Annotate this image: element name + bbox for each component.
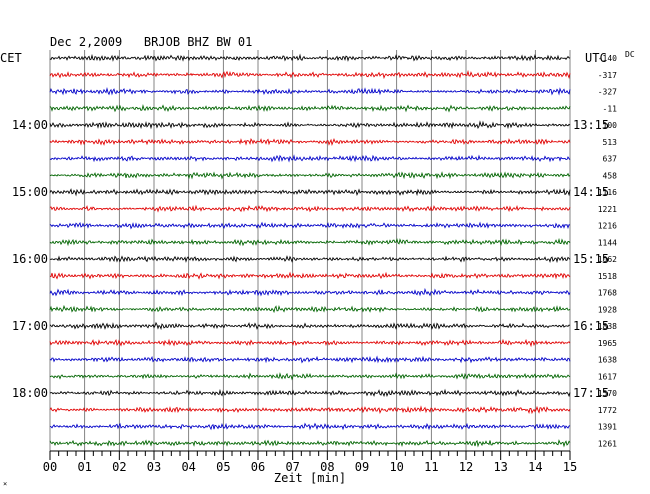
x-tick-label: 08	[320, 460, 334, 474]
trace-line	[49, 103, 571, 113]
dc-offset-label: 1518	[598, 272, 617, 281]
dc-offset-label: 1116	[598, 188, 617, 197]
time-labels: 14:00 15:00 16:00 17:00 18:00 13:15 14:15 15:15…	[12, 118, 609, 400]
dc-offset-label: 1144	[598, 238, 617, 247]
right-axis-label: UTC	[585, 51, 607, 65]
x-tick-label: 10	[389, 460, 403, 474]
dc-offset-label: 100	[603, 121, 618, 130]
dc-offset-label: -11	[603, 104, 618, 113]
dc-offset-label: 1838	[598, 322, 617, 331]
trace-line	[49, 171, 571, 180]
trace-line	[49, 271, 571, 280]
x-tick-label: 09	[355, 460, 369, 474]
trace-line	[49, 255, 571, 264]
x-tick-label: 07	[285, 460, 299, 474]
x-tick-label: 00	[43, 460, 57, 474]
trace-line	[49, 69, 571, 80]
trace-line	[49, 204, 571, 213]
dc-offset-label: 637	[603, 155, 618, 164]
plot-grid	[49, 50, 571, 451]
dc-offset-label: 1570	[598, 389, 617, 398]
dc-label: DC	[625, 50, 635, 59]
x-tick-label: 06	[251, 460, 265, 474]
x-tick-label: 15	[563, 460, 577, 474]
corner-mark: ×	[3, 480, 7, 488]
x-tick-label: 03	[147, 460, 161, 474]
dc-offset-label: 1062	[598, 255, 617, 264]
dc-offset-label: 1391	[598, 423, 617, 432]
x-tick-label: 11	[424, 460, 438, 474]
dc-offset-label: 1617	[598, 372, 617, 381]
trace-line	[49, 87, 571, 96]
dc-offset-label: 1216	[598, 222, 617, 231]
utc-time-label: 15:15	[573, 252, 609, 266]
chart-title: Dec 2,2009 BRJOB BHZ BW 01	[50, 35, 252, 49]
dc-offset-label: 1221	[598, 205, 617, 214]
trace-group	[49, 53, 571, 448]
dc-labels: -140 -317 -327 -11 100 513 637 458 1116 1221 1216 1…	[598, 54, 617, 448]
trace-line	[49, 187, 571, 197]
dc-offset-label: 1768	[598, 289, 617, 298]
cet-time-label: 15:00	[12, 185, 48, 199]
dc-offset-label: -317	[598, 71, 617, 80]
trace-line	[49, 422, 571, 431]
utc-time-label: 14:15	[573, 185, 609, 199]
trace-line	[49, 137, 571, 146]
trace-line	[49, 53, 571, 62]
trace-line	[49, 321, 571, 331]
dc-offset-label: 1638	[598, 356, 617, 365]
utc-time-label: 16:15	[573, 319, 609, 333]
x-tick-label: 12	[459, 460, 473, 474]
dc-offset-label: -140	[598, 54, 617, 63]
utc-time-label: 13:15	[573, 118, 609, 132]
trace-line	[49, 439, 571, 448]
trace-line	[49, 372, 571, 381]
dc-offset-label: 513	[603, 138, 618, 147]
dc-offset-label: 1261	[598, 439, 617, 448]
x-tick-label: 14	[528, 460, 542, 474]
x-tick-label: 05	[216, 460, 230, 474]
x-tick-label: 02	[112, 460, 126, 474]
dc-offset-label: 1772	[598, 406, 617, 415]
x-axis-label: Zeit [min]	[274, 471, 346, 485]
trace-line	[49, 388, 571, 398]
dc-offset-label: -327	[598, 88, 617, 97]
trace-line	[49, 338, 571, 348]
dc-offset-label: 1965	[598, 339, 617, 348]
trace-line	[49, 405, 571, 415]
x-tick-label: 13	[493, 460, 507, 474]
trace-line	[49, 287, 571, 297]
trace-line	[49, 355, 571, 364]
cet-time-label: 18:00	[12, 386, 48, 400]
left-axis-label: CET	[0, 51, 22, 65]
x-axis: 00 01 02 03 04 05 06 07 08 09 10 11 12 13 14 15	[43, 450, 577, 474]
cet-time-label: 16:00	[12, 252, 48, 266]
trace-line	[49, 221, 571, 230]
trace-line	[49, 154, 571, 163]
x-tick-label: 01	[77, 460, 91, 474]
trace-line	[49, 237, 571, 247]
x-tick-label: 04	[181, 460, 195, 474]
dc-offset-label: 458	[603, 171, 618, 180]
trace-line	[49, 120, 571, 130]
trace-line	[49, 304, 571, 314]
dc-offset-label: 1928	[598, 305, 617, 314]
utc-time-label: 17:15	[573, 386, 609, 400]
cet-time-label: 17:00	[12, 319, 48, 333]
cet-time-label: 14:00	[12, 118, 48, 132]
